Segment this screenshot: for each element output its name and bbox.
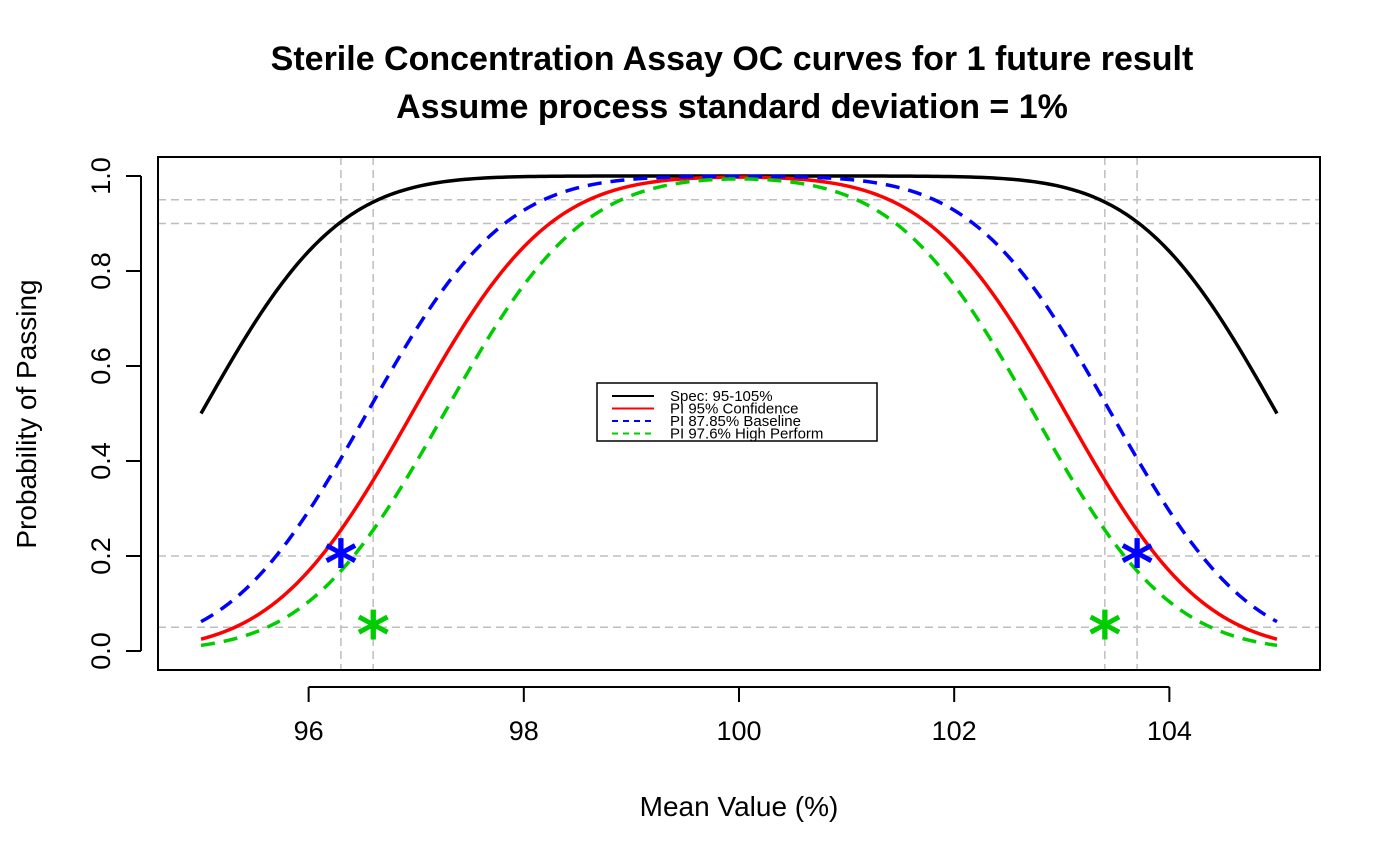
y-tick-label: 0.6 [86, 347, 116, 385]
series-lines [199, 174, 1279, 648]
marker-star: * [1088, 599, 1121, 673]
y-tick-label: 0.8 [86, 252, 116, 290]
legend-label: Spec: 95-105% [670, 388, 773, 405]
marker-star: * [1120, 528, 1153, 602]
marker-star: * [324, 528, 357, 602]
y-axis: 0.0 0.2 0.4 0.6 0.8 1.0 [86, 157, 142, 670]
chart-title: Sterile Concentration Assay OC curves fo… [271, 40, 1194, 78]
legend-label: PI 95% Confidence [670, 401, 798, 418]
y-axis-label: Probability of Passing [11, 279, 42, 548]
y-tick-label: 0.2 [86, 537, 116, 575]
x-tick-label: 98 [509, 716, 539, 746]
x-tick-label: 100 [716, 716, 761, 746]
x-tick-label: 102 [932, 716, 977, 746]
x-axis-label: Mean Value (%) [640, 791, 839, 822]
y-tick-label: 0.4 [86, 442, 116, 480]
grid-lines [158, 157, 1320, 670]
y-tick-label: 1.0 [86, 157, 116, 195]
y-tick-label: 0.0 [86, 632, 116, 670]
legend-box [596, 382, 878, 442]
legend-label: PI 87.85% Baseline [670, 413, 801, 430]
series-line [200, 174, 1278, 624]
markers: * ** * [324, 528, 1154, 673]
x-tick-label: 96 [294, 716, 324, 746]
x-tick-label: 104 [1147, 716, 1192, 746]
chart-subtitle: Assume process standard deviation = 1% [396, 88, 1068, 126]
marker-star: * [356, 599, 389, 673]
x-axis: 96 98 100 102 104 [294, 686, 1192, 746]
series-line [199, 174, 1279, 415]
plot-frame [157, 156, 1321, 671]
legend-label: PI 97.6% High Perform [670, 426, 823, 443]
